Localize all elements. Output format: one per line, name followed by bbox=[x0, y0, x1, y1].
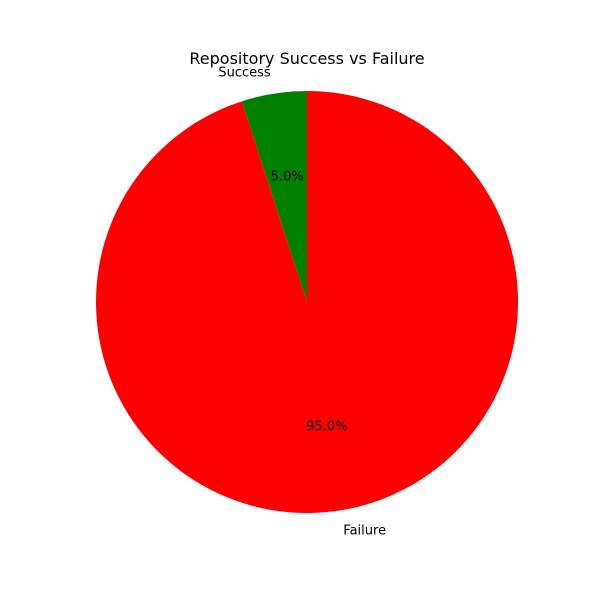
slice-label-failure: Failure bbox=[343, 524, 386, 539]
percent-label-success: 5.0% bbox=[271, 169, 304, 184]
slice-label-success: Success bbox=[218, 65, 271, 80]
pie-slice-failure bbox=[96, 90, 519, 514]
chart-title: Repository Success vs Failure bbox=[189, 49, 424, 68]
percent-label-failure: 95.0% bbox=[306, 420, 347, 435]
pie-slices bbox=[96, 90, 519, 514]
pie-slice-success bbox=[241, 91, 307, 302]
pie-labels: Success 5.0% Failure 95.0% bbox=[218, 65, 386, 538]
